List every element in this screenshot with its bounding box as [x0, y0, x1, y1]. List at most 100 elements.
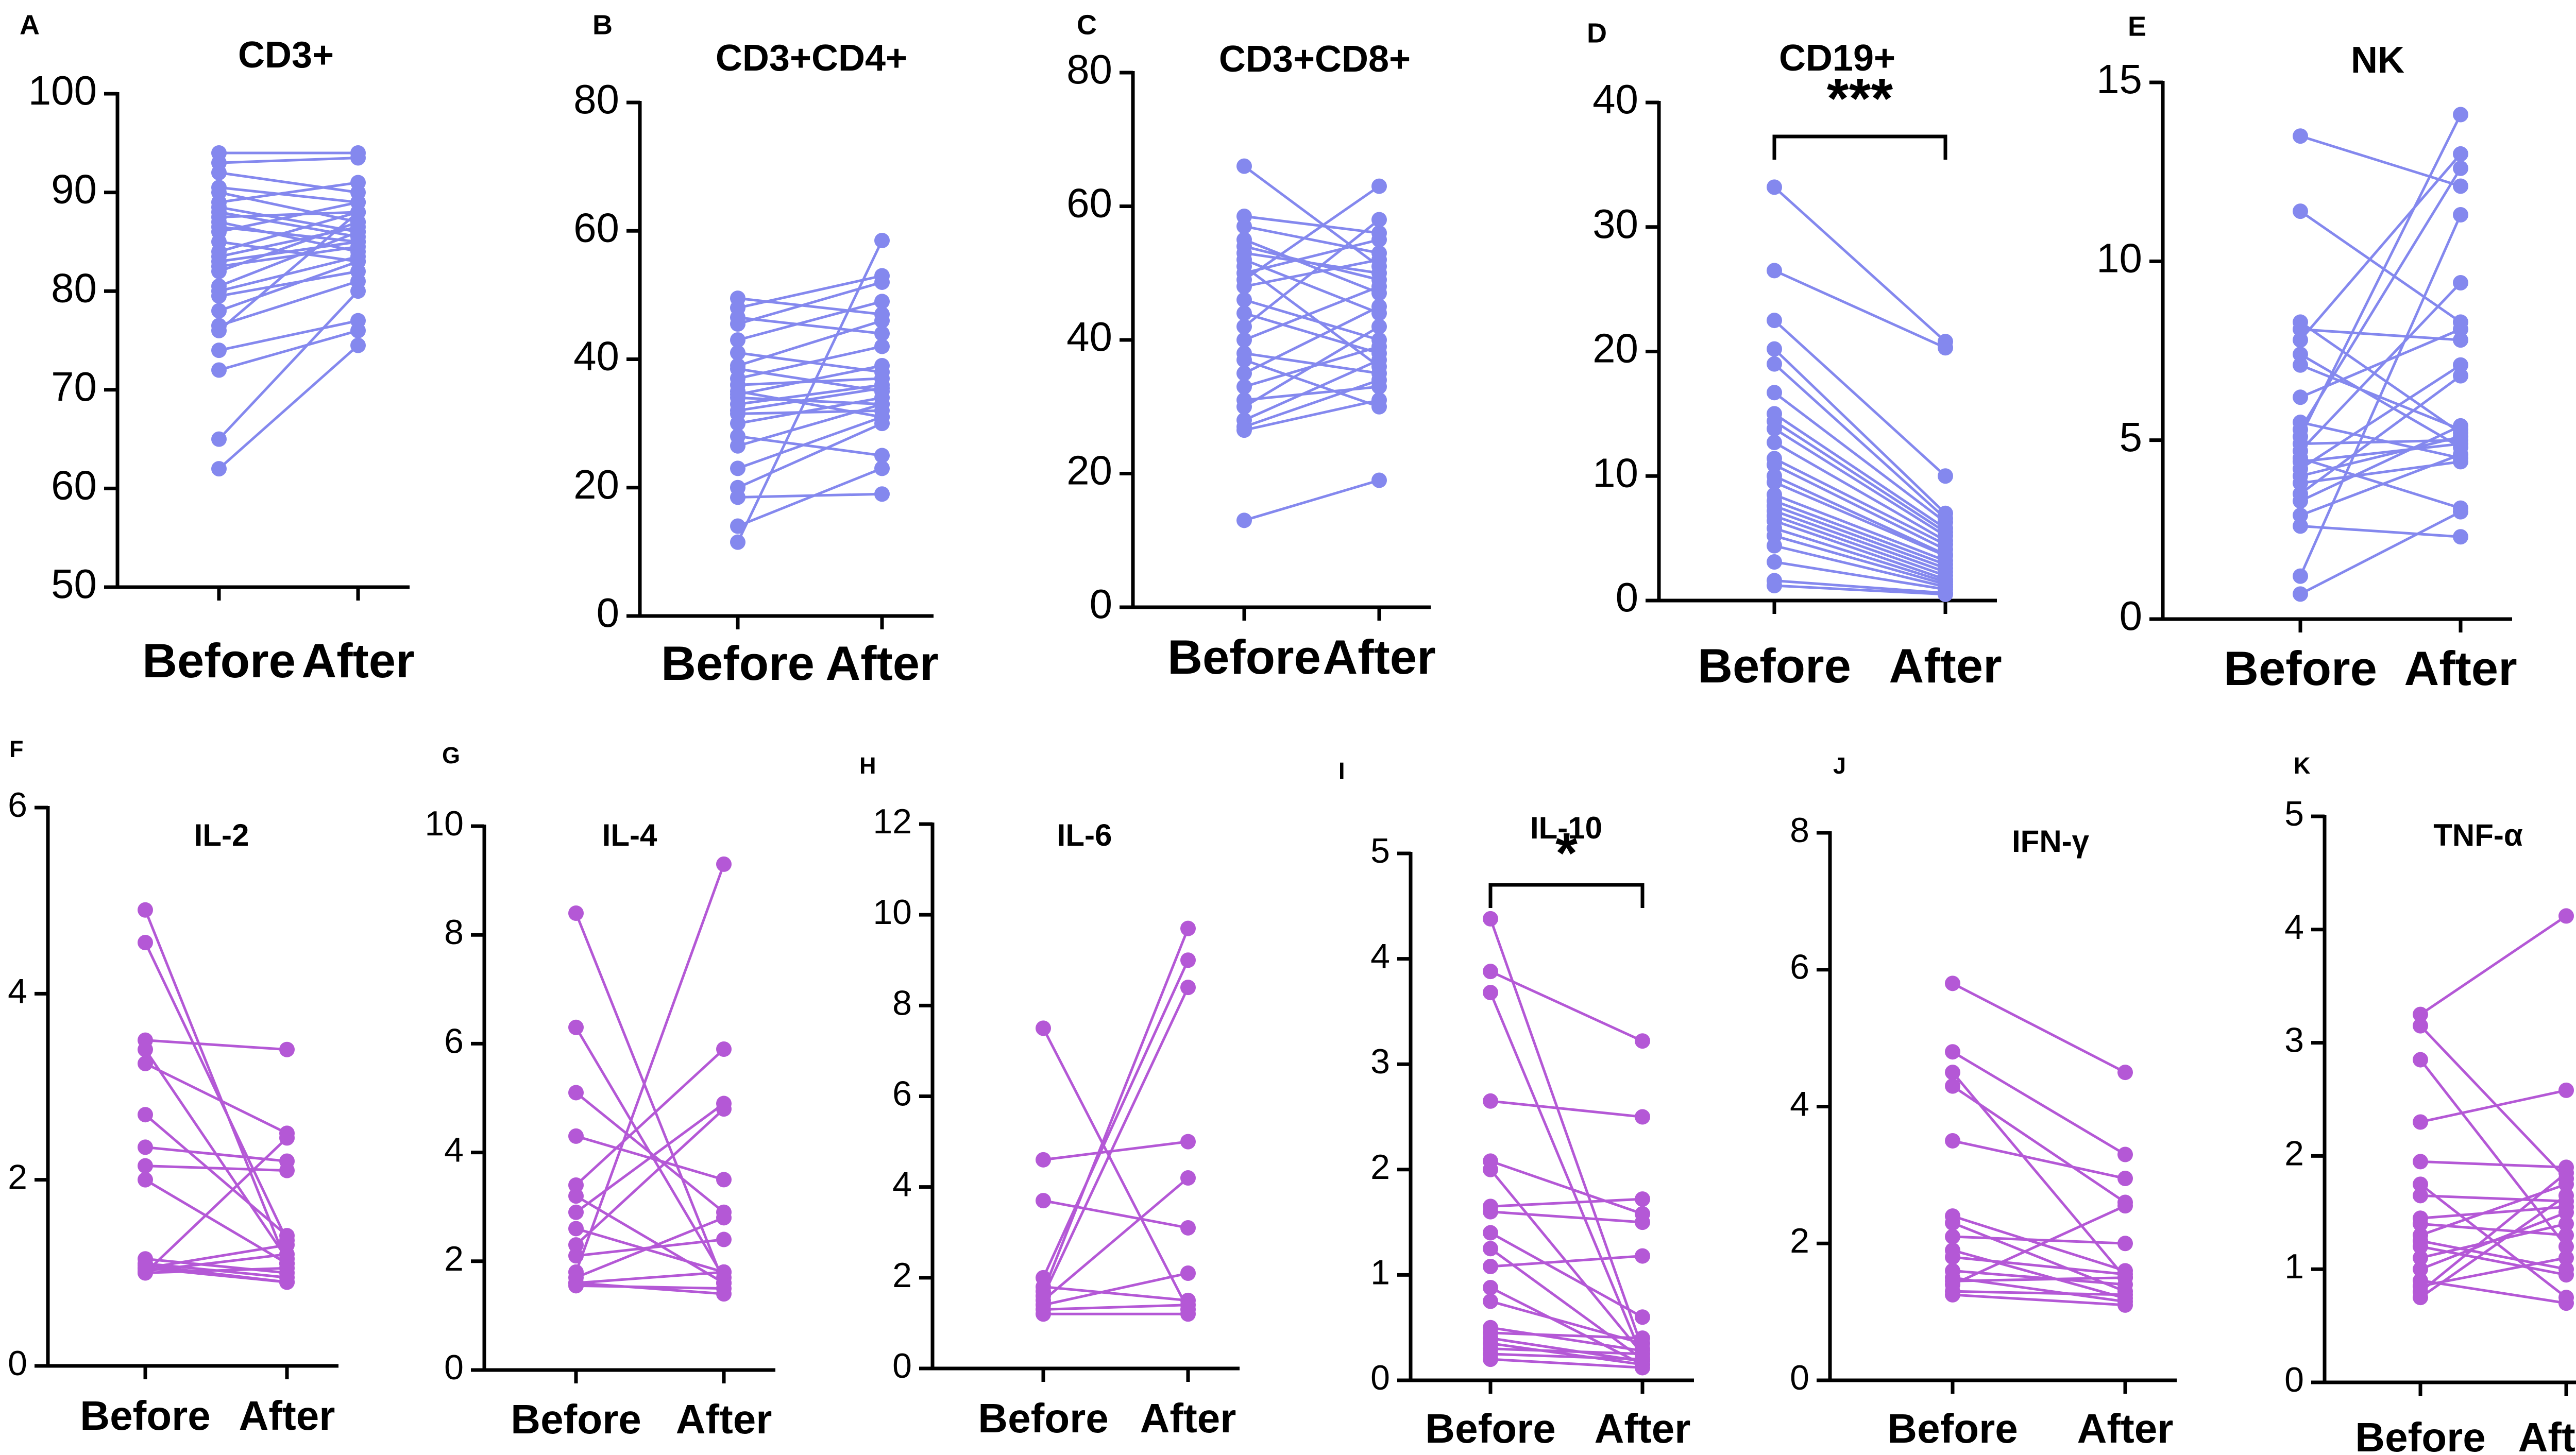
pair-line — [2419, 1172, 2567, 1293]
y-tick-label: 6 — [892, 1074, 912, 1113]
pair-line — [2299, 214, 2462, 577]
point-before — [1236, 305, 1252, 321]
y-tick-label: 5 — [2284, 794, 2304, 833]
point-after — [716, 1210, 732, 1226]
pair-line — [2300, 439, 2461, 446]
point-after — [350, 175, 366, 191]
pair-lines — [736, 239, 884, 543]
pair-line — [1490, 1255, 1643, 1268]
pair-line — [218, 290, 359, 440]
x-tick-label: After — [2077, 1406, 2174, 1451]
pair-line — [1244, 298, 1380, 341]
y-tick-label: 4 — [1790, 1084, 1809, 1123]
point-before — [211, 303, 227, 319]
point-after — [874, 396, 890, 412]
panel-letter: G — [442, 742, 460, 768]
pair-lines — [2299, 114, 2462, 595]
point-before — [138, 1055, 153, 1071]
point-after — [874, 448, 890, 464]
pair-line — [1952, 1249, 2126, 1299]
point-before — [2413, 1006, 2428, 1022]
pair-line — [1773, 420, 1946, 534]
point-before — [1483, 985, 1498, 1001]
pair-line — [2420, 1239, 2567, 1271]
point-after — [716, 1231, 732, 1247]
point-after — [2558, 1205, 2574, 1221]
point-before — [1236, 332, 1252, 348]
point-after — [2117, 1065, 2133, 1081]
y-tick-label: 60 — [573, 204, 619, 250]
panel-letter: C — [1077, 9, 1097, 40]
point-before — [1483, 1279, 1498, 1295]
point-before — [1236, 365, 1252, 381]
pair-line — [1244, 225, 1380, 254]
pair-line — [218, 280, 359, 327]
y-tick-label: 4 — [8, 971, 27, 1011]
point-before — [1945, 1215, 1960, 1231]
y-tick-label: 20 — [1066, 448, 1112, 493]
pair-lines — [218, 151, 359, 470]
y-tick-label: 8 — [892, 983, 912, 1022]
point-after — [716, 1101, 732, 1117]
pair-line — [1773, 474, 1946, 556]
x-tick-label: After — [1323, 630, 1435, 684]
x-tick-label: Before — [511, 1396, 641, 1442]
pair-line — [218, 211, 359, 332]
panel-title: IL-4 — [602, 818, 657, 852]
pair-line — [1244, 379, 1380, 429]
pair-line — [575, 1108, 725, 1246]
pair-lines — [1243, 165, 1380, 522]
point-before — [1945, 1287, 1960, 1303]
point-before — [1036, 1152, 1051, 1168]
point-after — [1635, 1248, 1650, 1264]
point-after — [2558, 1250, 2574, 1266]
point-after — [1371, 392, 1387, 408]
pair-line — [1774, 584, 1946, 596]
pair-line — [218, 226, 359, 243]
point-before — [1483, 1225, 1498, 1241]
point-after — [1371, 265, 1387, 281]
y-tick-label: 0 — [892, 1346, 912, 1385]
point-after — [350, 283, 366, 299]
point-before — [1236, 512, 1252, 528]
pair-line — [1773, 457, 1946, 546]
point-after — [2558, 1188, 2574, 1204]
pair-line — [1490, 1342, 1643, 1366]
point-before — [211, 322, 227, 338]
pair-line — [737, 396, 883, 425]
panel-letter: B — [592, 9, 613, 40]
pair-line — [1774, 509, 1946, 573]
pair-line — [2300, 421, 2461, 459]
point-before — [2293, 321, 2308, 337]
point-before — [2413, 1114, 2428, 1130]
point-after — [1635, 1214, 1650, 1230]
point-after — [1371, 212, 1387, 228]
x-tick-label: Before — [1887, 1406, 2018, 1451]
pair-line — [2300, 134, 2461, 187]
point-before — [2413, 1239, 2428, 1255]
point-before — [2293, 507, 2308, 523]
pair-line — [737, 319, 883, 367]
point-before — [2293, 203, 2308, 219]
point-before — [568, 1248, 584, 1264]
point-after — [1371, 319, 1387, 335]
pair-line — [575, 1048, 725, 1186]
pair-line — [1490, 1331, 1643, 1340]
x-tick-label: After — [2518, 1414, 2576, 1455]
y-tick-label: 1 — [2284, 1247, 2304, 1286]
pair-line — [2300, 457, 2461, 510]
pair-line — [1774, 519, 1946, 581]
point-before — [138, 1107, 153, 1123]
pair-line — [2299, 424, 2462, 503]
pair-line — [2299, 353, 2462, 449]
y-tick-label: 60 — [1066, 180, 1112, 226]
point-after — [2453, 368, 2468, 384]
x-tick-label: After — [239, 1393, 335, 1439]
panel-letter: F — [9, 736, 24, 762]
pair-line — [218, 206, 359, 233]
point-before — [1945, 975, 1960, 991]
point-before — [1767, 341, 1782, 357]
point-after — [2117, 1236, 2133, 1252]
x-tick-label: After — [825, 636, 938, 690]
